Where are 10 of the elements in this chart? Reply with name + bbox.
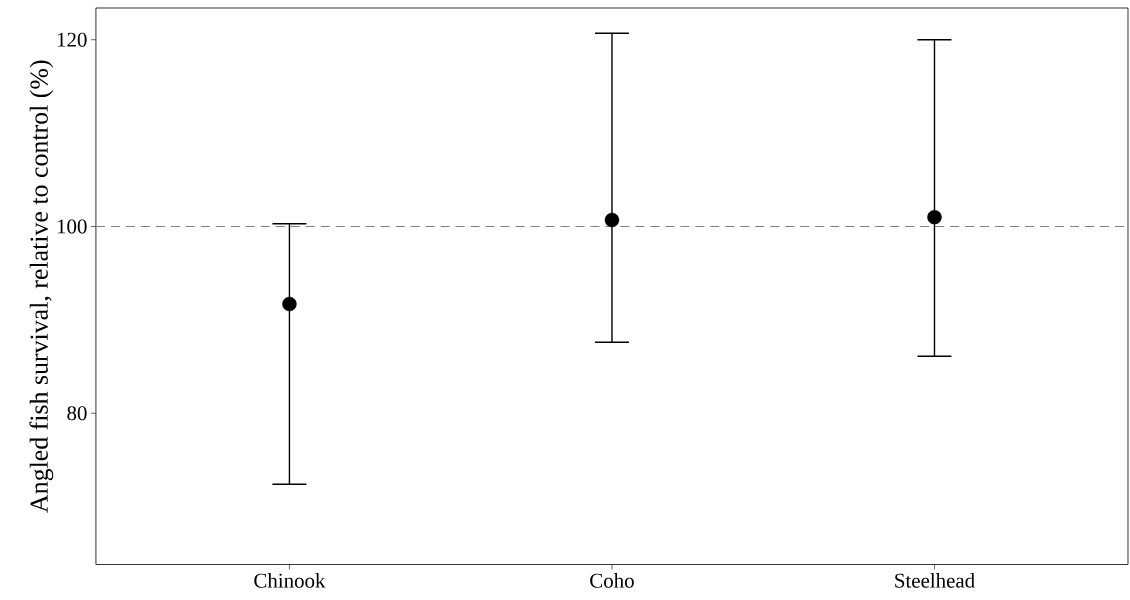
x-tick-label: Coho	[590, 572, 634, 588]
x-tick-label: Chinook	[254, 572, 326, 588]
x-tick-label: Steelhead	[895, 572, 975, 588]
point	[604, 212, 620, 227]
y-axis-title: Angled fish survival, relative to control (%)	[29, 60, 54, 513]
y-tick-label: 80	[67, 405, 87, 421]
point	[927, 209, 942, 225]
y-tick-label: 100	[57, 219, 87, 234]
y-tick-label: 120	[57, 32, 87, 47]
point	[282, 296, 297, 311]
